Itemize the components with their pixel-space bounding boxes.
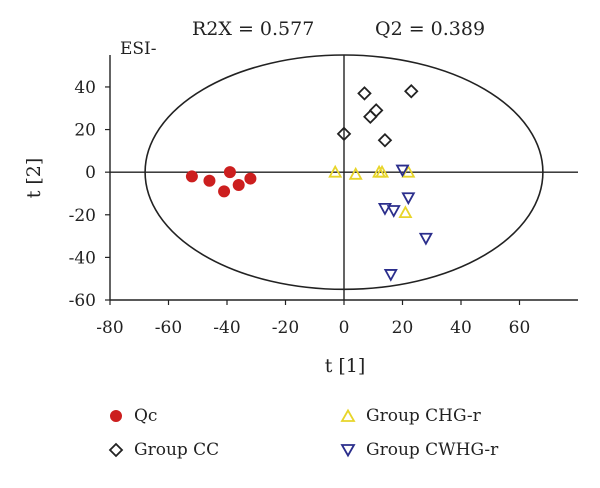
legend-item-group-cc: Group CC xyxy=(108,440,219,460)
y-tick-label: 20 xyxy=(74,121,96,141)
y-tick-label: -20 xyxy=(69,206,96,226)
data-point xyxy=(223,166,236,179)
data-point xyxy=(363,109,378,125)
x-tick-label: -20 xyxy=(272,318,299,338)
triangle-down-marker-icon xyxy=(340,444,356,458)
data-point xyxy=(398,205,413,219)
data-point xyxy=(368,103,384,118)
data-point xyxy=(357,86,372,101)
data-point xyxy=(386,205,401,218)
x-tick-label: 0 xyxy=(339,318,350,338)
x-tick-label: -60 xyxy=(155,318,182,338)
circle-marker-icon xyxy=(110,410,122,422)
data-point xyxy=(377,202,392,216)
data-point xyxy=(401,192,416,206)
y-tick-label: 40 xyxy=(74,78,96,98)
legend-label-group-cwhg-r: Group CWHG-r xyxy=(366,440,499,460)
diamond-marker-icon xyxy=(108,442,124,458)
score-plot: R2X = 0.577 Q2 = 0.389 ESI- t [2] t [1] … xyxy=(23,18,578,377)
ionization-mode-label: ESI- xyxy=(120,39,157,59)
legend-item-qc: Qc xyxy=(108,406,157,426)
legend-label-group-chg-r: Group CHG-r xyxy=(366,406,481,426)
y-tick-label: -60 xyxy=(69,291,96,311)
triangle-up-marker-icon xyxy=(340,408,356,422)
y-tick-label: -40 xyxy=(69,248,96,268)
x-tick-label: 60 xyxy=(509,318,531,338)
data-point xyxy=(232,178,245,191)
data-point xyxy=(328,164,343,178)
legend-label-qc: Qc xyxy=(134,406,158,426)
q2-label: Q2 = 0.389 xyxy=(375,18,485,40)
legend: Qc Group CC Group CHG-r Group CWHG-r xyxy=(0,398,600,478)
data-point xyxy=(377,132,393,148)
confidence-ellipse xyxy=(144,54,544,291)
data-point xyxy=(404,83,419,99)
x-axis-label: t [1] xyxy=(325,355,366,377)
data-point xyxy=(348,166,363,180)
data-point xyxy=(244,172,257,185)
x-tick-label: -80 xyxy=(96,318,123,338)
data-point xyxy=(203,174,216,187)
data-point xyxy=(185,170,198,183)
legend-label-group-cc: Group CC xyxy=(134,440,220,460)
y-axis-label: t [2] xyxy=(23,158,45,199)
legend-item-group-chg-r: Group CHG-r xyxy=(340,406,481,426)
x-tick-label: 40 xyxy=(450,318,472,338)
data-point xyxy=(218,185,231,198)
r2x-label: R2X = 0.577 xyxy=(192,18,314,40)
x-tick-label: -40 xyxy=(213,318,240,338)
data-point xyxy=(395,164,410,178)
data-points-group xyxy=(185,83,433,282)
data-point xyxy=(336,126,352,142)
y-tick-label: 0 xyxy=(85,163,96,183)
legend-item-group-cwhg-r: Group CWHG-r xyxy=(340,440,498,460)
confidence-ellipse-group xyxy=(144,54,544,291)
data-point xyxy=(375,164,390,178)
x-tick-label: 20 xyxy=(392,318,414,338)
data-point xyxy=(418,232,433,246)
data-point xyxy=(383,269,398,282)
